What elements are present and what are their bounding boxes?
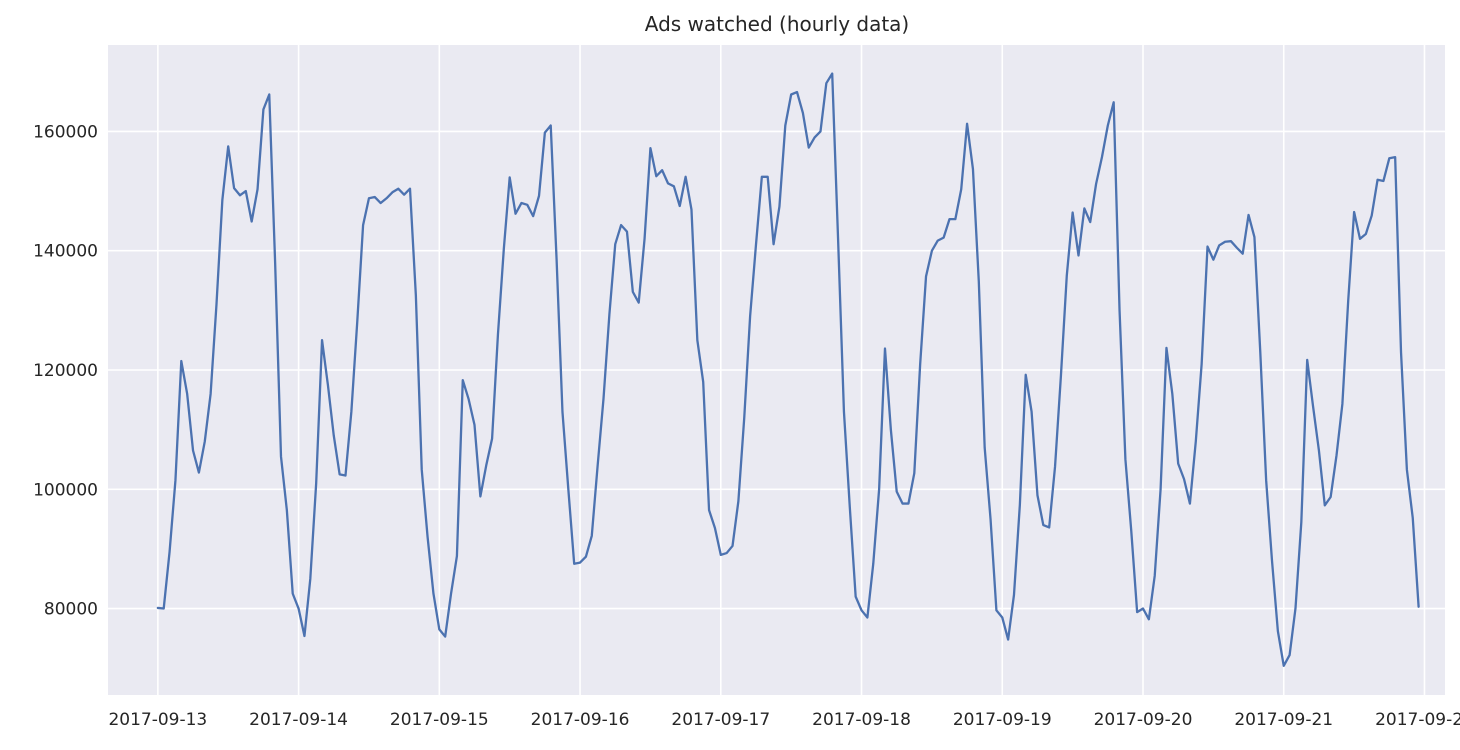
x-tick-label: 2017-09-17	[671, 710, 770, 730]
chart-title: Ads watched (hourly data)	[645, 12, 910, 36]
tick-labels: 2017-09-13 2017-09-14 2017-09-15 2017-09-16…	[33, 122, 1460, 730]
x-tick-label: 2017-09-16	[531, 710, 630, 730]
x-tick-label: 2017-09-20	[1094, 710, 1193, 730]
x-tick-label: 2017-09-13	[108, 710, 207, 730]
series-line	[156, 72, 1420, 667]
y-tick-label: 100000	[33, 480, 98, 500]
x-tick-label: 2017-09-21	[1234, 710, 1333, 730]
y-tick-label: 160000	[33, 122, 98, 142]
x-tick-label: 2017-09-15	[390, 710, 489, 730]
y-tick-label: 80000	[44, 600, 98, 620]
grid-lines	[108, 45, 1445, 695]
y-tick-label: 120000	[33, 361, 98, 381]
x-tick-label: 2017-09-19	[953, 710, 1052, 730]
series-layer	[156, 72, 1420, 667]
x-tick-label: 2017-09-14	[249, 710, 348, 730]
x-tick-label: 2017-09-22	[1375, 710, 1460, 730]
x-tick-label: 2017-09-18	[812, 710, 911, 730]
y-tick-label: 140000	[33, 242, 98, 262]
